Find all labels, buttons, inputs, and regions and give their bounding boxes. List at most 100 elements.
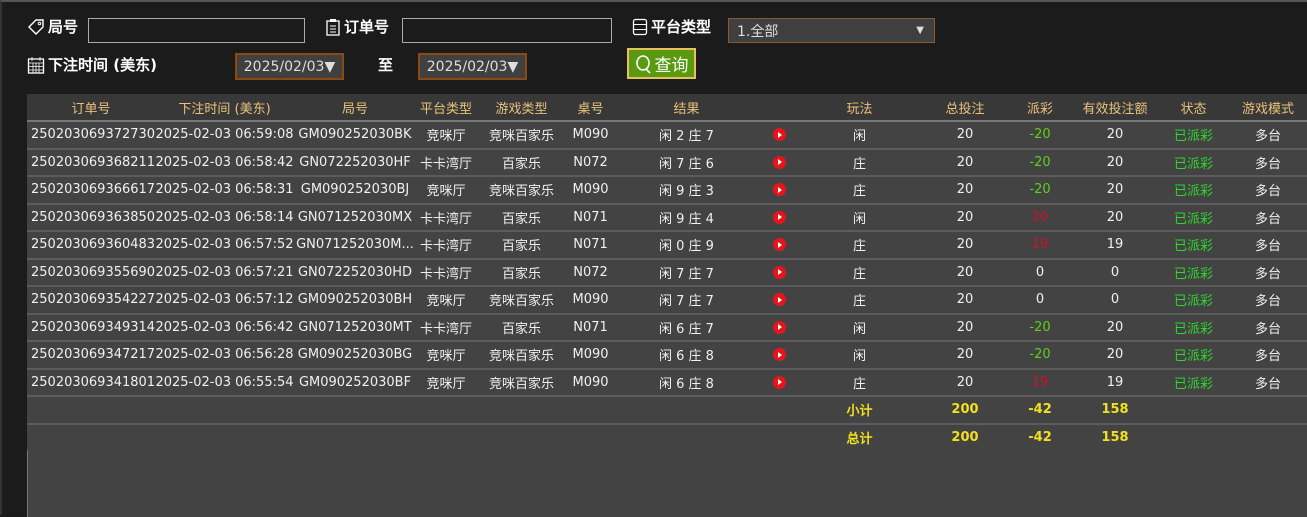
- video-play-icon[interactable]: [772, 375, 786, 389]
- play-video-cell[interactable]: [759, 176, 799, 205]
- play-video-cell[interactable]: [759, 121, 799, 150]
- total-cell: [476, 423, 567, 452]
- total-cell: [567, 423, 614, 452]
- game-type-cell: 竞咪百家乐: [476, 286, 567, 315]
- payout-cell: 20: [1010, 203, 1070, 232]
- result-cell: 闲 0 庄 9: [614, 231, 759, 260]
- bet-on-cell: 闲: [799, 121, 920, 150]
- game-mode-cell: 多台: [1227, 258, 1307, 287]
- video-play-icon[interactable]: [772, 210, 786, 224]
- video-play-icon[interactable]: [772, 155, 786, 169]
- status-cell: 已派彩: [1160, 231, 1227, 260]
- subtotal-cell: [614, 396, 759, 425]
- order-id-cell: 250203069354227: [27, 286, 155, 315]
- table-row[interactable]: 250203069360483 2025-02-03 06:57:52 GN0712…: [27, 231, 1307, 260]
- video-play-icon[interactable]: [772, 293, 786, 307]
- order-id-cell: 250203069363850: [27, 203, 155, 232]
- dropdown-arrow-icon: ▼: [916, 25, 924, 36]
- total-bet-cell: 20: [920, 203, 1010, 232]
- round-id-cell: GM090252030BG: [294, 341, 416, 370]
- result-cell: 闲 6 庄 8: [614, 341, 759, 370]
- total-bet-cell: 20: [920, 368, 1010, 397]
- table-row[interactable]: 250203069349314 2025-02-03 06:56:42 GN0712…: [27, 313, 1307, 342]
- table-row[interactable]: 250203069354227 2025-02-03 06:57:12 GM0902…: [27, 286, 1307, 315]
- total-cell: [416, 423, 476, 452]
- search-icon: [635, 54, 651, 74]
- total-cell: 总计: [799, 423, 920, 452]
- game-mode-cell: 多台: [1227, 286, 1307, 315]
- date-from-select[interactable]: 2025/02/03▼: [235, 53, 344, 80]
- date-to-select[interactable]: 2025/02/03▼: [418, 53, 527, 80]
- platform-cell: 卡卡湾厅: [416, 148, 476, 177]
- order-input[interactable]: [402, 18, 612, 43]
- total-bet-cell: 20: [920, 341, 1010, 370]
- subtotal-cell: [1227, 396, 1307, 425]
- table-row[interactable]: 250203069363850 2025-02-03 06:58:14 GN0712…: [27, 203, 1307, 232]
- payout-cell: 0: [1010, 258, 1070, 287]
- platform-cell: 竞咪厅: [416, 286, 476, 315]
- total-cell: [155, 423, 294, 452]
- column-header: 下注时间 (美东): [155, 94, 294, 122]
- video-play-icon[interactable]: [772, 183, 786, 197]
- video-play-icon[interactable]: [772, 320, 786, 334]
- column-header: 总投注: [920, 94, 1010, 122]
- play-video-cell[interactable]: [759, 258, 799, 287]
- result-cell: 闲 6 庄 7: [614, 313, 759, 342]
- platform-select[interactable]: 1.全部 ▼: [728, 18, 935, 43]
- play-video-cell[interactable]: [759, 203, 799, 232]
- game-mode-cell: 多台: [1227, 231, 1307, 260]
- platform-label: 平台类型: [632, 16, 711, 37]
- valid-bet-cell: 20: [1070, 176, 1160, 205]
- subtotal-cell: 158: [1070, 396, 1160, 425]
- table-no-cell: M090: [567, 286, 614, 315]
- column-header: 派彩: [1010, 94, 1070, 122]
- round-id-cell: GM090252030BF: [294, 368, 416, 397]
- play-video-cell[interactable]: [759, 286, 799, 315]
- play-video-cell[interactable]: [759, 313, 799, 342]
- platform-cell: 卡卡湾厅: [416, 258, 476, 287]
- play-video-cell[interactable]: [759, 148, 799, 177]
- total-row: 总计 200 -42 158: [27, 423, 1307, 452]
- status-cell: 已派彩: [1160, 203, 1227, 232]
- orders-table: 订单号 下注时间 (美东) 局号 平台类型 游戏类型 桌号 结果 玩法 总投注 派彩 有效投注额 状态…: [27, 94, 1307, 452]
- video-play-icon[interactable]: [772, 348, 786, 362]
- table-row[interactable]: 250203069347217 2025-02-03 06:56:28 GM0902…: [27, 341, 1307, 370]
- round-input[interactable]: [88, 18, 305, 43]
- result-cell: 闲 6 庄 8: [614, 368, 759, 397]
- platform-cell: 竞咪厅: [416, 176, 476, 205]
- total-bet-cell: 20: [920, 148, 1010, 177]
- total-bet-cell: 20: [920, 176, 1010, 205]
- column-header: 结果: [614, 94, 759, 122]
- table-row[interactable]: 250203069372730 2025-02-03 06:59:08 GM0902…: [27, 121, 1307, 150]
- order-id-cell: 250203069360483: [27, 231, 155, 260]
- subtotal-cell: [567, 396, 614, 425]
- platform-cell: 竞咪厅: [416, 368, 476, 397]
- round-id-cell: GN072252030HF: [294, 148, 416, 177]
- game-mode-cell: 多台: [1227, 313, 1307, 342]
- table-no-cell: M090: [567, 341, 614, 370]
- table-row[interactable]: 250203069355690 2025-02-03 06:57:21 GN0722…: [27, 258, 1307, 287]
- total-cell: 200: [920, 423, 1010, 452]
- play-video-cell[interactable]: [759, 341, 799, 370]
- play-video-cell[interactable]: [759, 231, 799, 260]
- valid-bet-cell: 0: [1070, 286, 1160, 315]
- play-video-cell[interactable]: [759, 368, 799, 397]
- round-id-cell: GN071252030MT: [294, 313, 416, 342]
- valid-bet-cell: 20: [1070, 121, 1160, 150]
- column-header: 局号: [294, 94, 416, 122]
- result-cell: 闲 7 庄 7: [614, 286, 759, 315]
- table-header: 订单号 下注时间 (美东) 局号 平台类型 游戏类型 桌号 结果 玩法 总投注 派彩 有效投注额 状态…: [27, 94, 1307, 122]
- valid-bet-cell: 19: [1070, 368, 1160, 397]
- video-play-icon[interactable]: [772, 265, 786, 279]
- order-id-cell: 250203069349314: [27, 313, 155, 342]
- payout-cell: -20: [1010, 148, 1070, 177]
- query-button[interactable]: 查询: [627, 48, 696, 79]
- video-play-icon[interactable]: [772, 128, 786, 142]
- table-row[interactable]: 250203069368211 2025-02-03 06:58:42 GN0722…: [27, 148, 1307, 177]
- video-play-icon[interactable]: [772, 238, 786, 252]
- bet-time-cell: 2025-02-03 06:56:28: [155, 341, 294, 370]
- game-type-cell: 竞咪百家乐: [476, 368, 567, 397]
- order-id-cell: 250203069372730: [27, 121, 155, 150]
- table-row[interactable]: 250203069366617 2025-02-03 06:58:31 GM0902…: [27, 176, 1307, 205]
- table-row[interactable]: 250203069341801 2025-02-03 06:55:54 GM0902…: [27, 368, 1307, 397]
